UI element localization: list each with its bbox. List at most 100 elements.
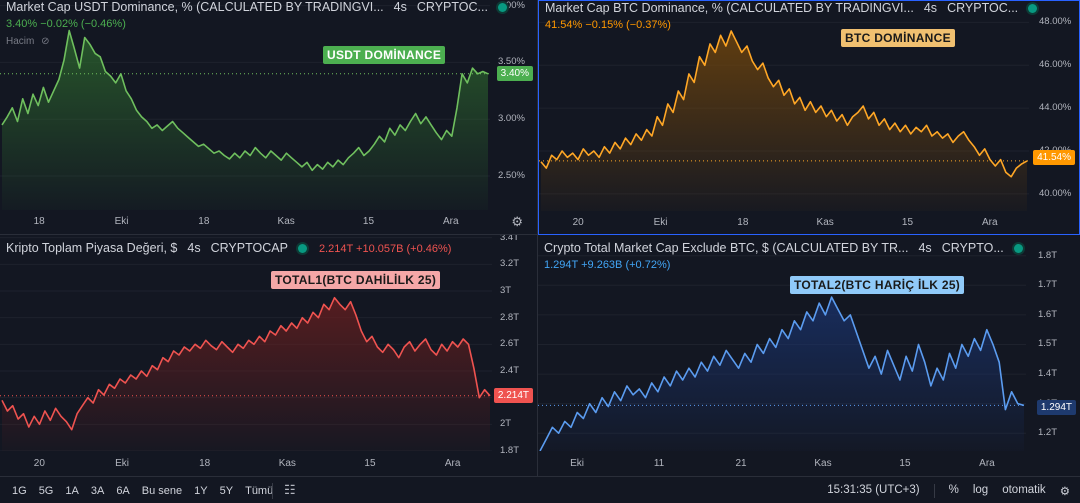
auto-scale-toggle[interactable]: otomatik bbox=[1002, 484, 1046, 496]
bottom-toolbar: 1G 5G 1A 3A 6A Bu sene 1Y 5Y Tümü ☷ 15:31:35 (UT… bbox=[0, 476, 1080, 503]
total1-interval: 4s bbox=[187, 241, 201, 255]
x-tick-label: 15 bbox=[899, 458, 911, 469]
total2-price-axis[interactable]: 1.8T1.7T1.6T1.5T1.4T1.3T1.2T bbox=[1032, 235, 1078, 476]
area-fill bbox=[540, 297, 1024, 451]
y-tick-label: 46.00% bbox=[1039, 59, 1072, 71]
x-tick-label: 20 bbox=[572, 217, 584, 228]
axis-settings-gear-icon[interactable]: ⚙ bbox=[511, 214, 523, 229]
btc-stats: 41.54% −0.15% (−0.37%) bbox=[545, 19, 671, 31]
usdt-time-axis[interactable]: 18 Eki 18 Kas 15 Ara bbox=[0, 216, 490, 230]
y-tick-label: 1.7T bbox=[1038, 279, 1058, 291]
usdt-dominance-tag: USDT DOMİNANCE bbox=[323, 46, 446, 64]
chart-pane-total1[interactable]: Kripto Toplam Piyasa Değeri, $ 4s CRYPTOCA… bbox=[0, 235, 538, 476]
live-status-dot-icon bbox=[1013, 244, 1023, 254]
usdt-title: Market Cap USDT Dominance, % (CALCULATED… bbox=[6, 0, 384, 14]
timeframe-button[interactable]: Bu sene bbox=[141, 485, 183, 497]
total1-time-axis[interactable]: 20 Eki 18 Kas 15 Ara bbox=[0, 458, 492, 472]
btc-chart-svg bbox=[539, 21, 1029, 211]
usdt-chart-svg bbox=[0, 5, 490, 210]
y-tick-label: 3.50% bbox=[498, 56, 525, 68]
x-tick-label: Kas bbox=[277, 216, 295, 227]
y-tick-label: 2.6T bbox=[500, 338, 520, 350]
price-line bbox=[540, 30, 1028, 178]
area-fill bbox=[541, 31, 1027, 211]
usdt-legend[interactable]: Market Cap USDT Dominance, % (CALCULATED… bbox=[6, 0, 507, 30]
toolbar-right: 15:31:35 (UTC+3) % log otomatik ⚙ bbox=[827, 484, 1070, 498]
total2-tag: TOTAL2(BTC HARİÇ İLK 25) bbox=[790, 276, 965, 294]
total2-legend[interactable]: Crypto Total Market Cap Exclude BTC, $ (… bbox=[544, 241, 1023, 271]
x-tick-label: Ara bbox=[443, 216, 459, 227]
y-tick-label: 1.8T bbox=[500, 445, 520, 456]
y-tick-label: 2.4T bbox=[500, 365, 520, 376]
x-tick-label: 18 bbox=[198, 216, 210, 227]
y-tick-label: 1.4T bbox=[1038, 368, 1058, 380]
eye-hidden-icon: ⊘ bbox=[41, 36, 50, 47]
y-tick-label: 2T bbox=[500, 418, 512, 430]
total1-legend[interactable]: Kripto Toplam Piyasa Değeri, $ 4s CRYPTOCA… bbox=[6, 241, 451, 255]
total2-stats: 1.294T +9.263B (+0.72%) bbox=[544, 259, 671, 271]
x-tick-label: 18 bbox=[199, 458, 211, 469]
btc-dominance-tag: BTC DOMİNANCE bbox=[841, 29, 955, 47]
y-tick-label: 1.2T bbox=[1038, 427, 1058, 439]
price-line bbox=[1, 296, 491, 431]
x-tick-label: 21 bbox=[735, 458, 747, 469]
timeframe-button[interactable]: 3A bbox=[90, 485, 105, 497]
total1-exchange: CRYPTOCAP bbox=[210, 241, 288, 255]
timeframe-button[interactable]: Tümü bbox=[245, 485, 274, 497]
usdt-stats: 3.40% −0.02% (−0.46%) bbox=[6, 18, 126, 30]
percent-toggle[interactable]: % bbox=[948, 484, 959, 496]
timeframe-button[interactable]: 1Y bbox=[194, 485, 208, 497]
chart-pane-usdt[interactable]: Market Cap USDT Dominance, % (CALCULATED… bbox=[0, 0, 538, 235]
timeframe-button[interactable]: 1A bbox=[65, 485, 79, 497]
y-tick-label: 1.5T bbox=[1038, 338, 1058, 350]
log-toggle[interactable]: log bbox=[972, 484, 989, 496]
area-fill bbox=[2, 297, 490, 451]
settings-icon[interactable]: ⚙ bbox=[1059, 486, 1070, 498]
total2-exchange: CRYPTO... bbox=[941, 241, 1004, 255]
x-tick-label: 15 bbox=[364, 458, 376, 469]
chart-pane-btc[interactable]: Market Cap BTC Dominance, % (CALCULATED … bbox=[538, 0, 1080, 235]
x-tick-label: Kas bbox=[278, 458, 296, 469]
btc-price-axis[interactable]: 48.00%46.00%44.00%42.00%40.00% bbox=[1033, 1, 1079, 234]
chart-pane-total2[interactable]: Crypto Total Market Cap Exclude BTC, $ (… bbox=[538, 235, 1080, 476]
y-tick-label: 3.4T bbox=[500, 235, 520, 243]
x-tick-label: 20 bbox=[33, 458, 45, 469]
live-status-dot-icon bbox=[297, 244, 307, 254]
x-tick-label: Ara bbox=[979, 458, 995, 469]
price-line bbox=[539, 296, 1025, 451]
area-fill bbox=[2, 30, 488, 210]
usdt-price-axis[interactable]: 4.00% 3.50% 3.00% 2.50% bbox=[492, 0, 537, 234]
usdt-last-price-label: 3.40% bbox=[496, 66, 533, 81]
timeframe-button[interactable]: 1G bbox=[12, 485, 27, 497]
btc-legend[interactable]: Market Cap BTC Dominance, % (CALCULATED … bbox=[545, 1, 1038, 31]
y-tick-label: 40.00% bbox=[1039, 187, 1072, 199]
x-tick-label: 18 bbox=[33, 216, 45, 227]
y-tick-label: 2.50% bbox=[498, 169, 525, 181]
y-tick-label: 3.00% bbox=[498, 113, 525, 125]
y-tick-label: 44.00% bbox=[1039, 102, 1072, 114]
y-tick-label: 3T bbox=[500, 285, 512, 296]
x-tick-label: Eki bbox=[653, 217, 668, 228]
timeframe-button[interactable]: 5G bbox=[38, 485, 54, 497]
x-tick-label: Kas bbox=[814, 458, 832, 469]
total2-interval: 4s bbox=[918, 241, 932, 255]
volume-label: Hacim bbox=[6, 36, 35, 47]
x-tick-label: Ara bbox=[982, 217, 998, 228]
y-tick-label: 1.6T bbox=[1038, 308, 1058, 320]
x-tick-label: Eki bbox=[570, 458, 584, 469]
volume-toggle[interactable]: Hacim ⊘ bbox=[6, 36, 50, 47]
live-status-dot-icon bbox=[1028, 4, 1038, 14]
timeframe-button[interactable]: 6A bbox=[116, 485, 130, 497]
total2-time-axis[interactable]: Eki 11 21 Kas 15 Ara bbox=[538, 458, 1026, 472]
x-tick-label: 15 bbox=[362, 216, 375, 227]
total1-title: Kripto Toplam Piyasa Değeri, $ bbox=[6, 241, 178, 255]
live-status-dot-icon bbox=[497, 3, 507, 13]
calendar-range-icon[interactable]: ☷ bbox=[284, 482, 296, 497]
clock-readout[interactable]: 15:31:35 (UTC+3) bbox=[827, 484, 920, 496]
timeframe-button[interactable]: 5Y bbox=[219, 485, 234, 497]
btc-interval: 4s bbox=[923, 1, 938, 15]
x-tick-label: Kas bbox=[816, 217, 834, 228]
total2-title: Crypto Total Market Cap Exclude BTC, $ (… bbox=[544, 241, 909, 255]
btc-time-axis[interactable]: 20 Eki 18 Kas 15 Ara bbox=[539, 217, 1029, 231]
